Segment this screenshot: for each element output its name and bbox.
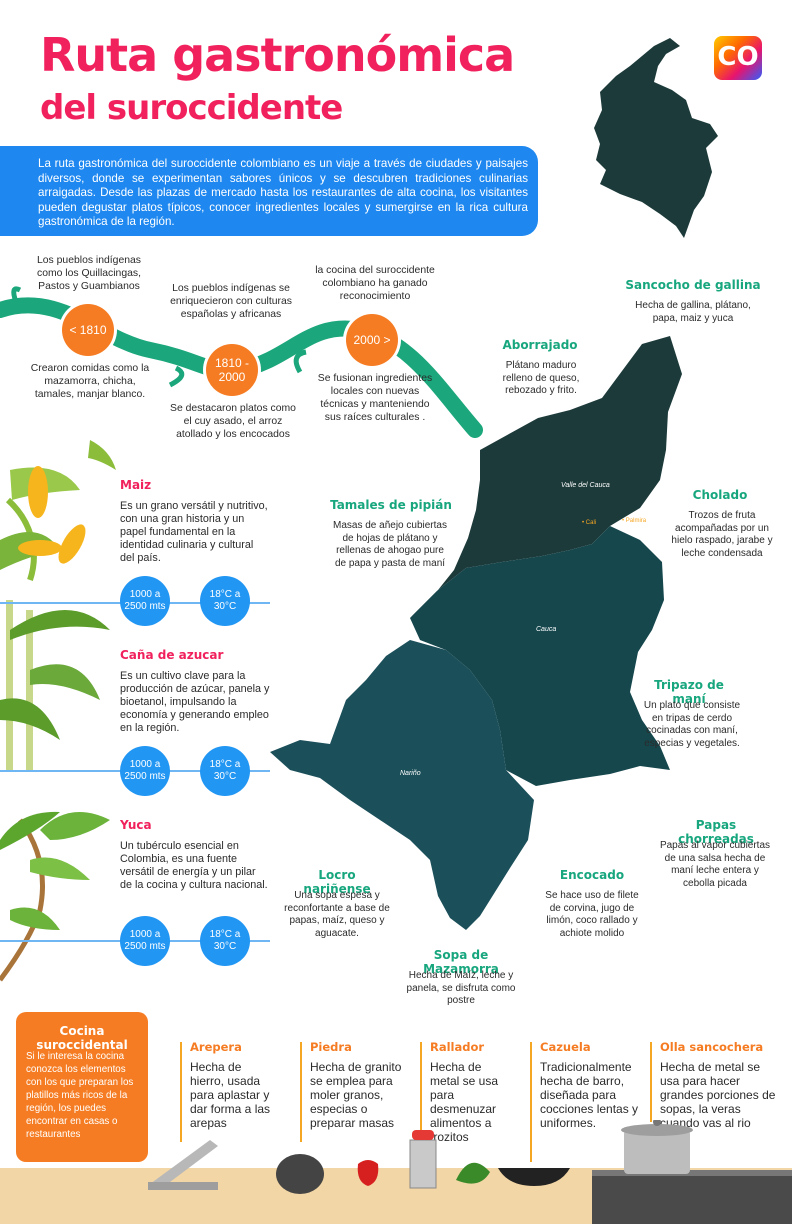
timeline-3-above: la cocina del suroccidente colombiano ha…: [315, 265, 435, 302]
kitchen-objects: [148, 1120, 792, 1224]
dish-tamales-title: Tamales de pipián: [330, 498, 452, 512]
stove-icon: [592, 1174, 792, 1224]
tool-olla-title: Olla sancochera: [660, 1040, 764, 1054]
timeline-3-below: Se fusionan ingredientes locales con nue…: [317, 373, 433, 423]
tool-piedra-title: Piedra: [310, 1040, 352, 1054]
cassava-icon: [40, 812, 110, 840]
intro-text: La ruta gastronómica del suroccidente co…: [38, 157, 528, 229]
crop-maiz-desc: Es un grano versátil y nutritivo, con un…: [120, 500, 268, 564]
timeline-1-above: Los pueblos indígenas como los Quillacin…: [37, 255, 141, 292]
dish-locro-title: Locro nariñense: [303, 868, 371, 896]
dish-encocado-title: Encocado: [559, 868, 625, 882]
tool-arepera-desc: Hecha de hierro, usada para aplastar y d…: [190, 1060, 271, 1130]
tool-line: [530, 1042, 532, 1162]
dish-mazamorra-title: Sopa de Mazamorra: [423, 948, 499, 976]
dish-aborrajado-desc: Plátano maduro relleno de queso, rebozad…: [502, 360, 580, 396]
kitchen-info-box: Cocina suroccidental Si le interesa la c…: [16, 1012, 148, 1162]
dish-locro-desc: Una sopa espesa y reconfortante a base d…: [284, 890, 390, 939]
tool-cazuela-desc: Tradicionalmente hecha de barro, diseñad…: [540, 1060, 639, 1130]
pot-icon: [621, 1120, 693, 1174]
timeline-2-below: Se destacaron platos como el cuy asado, …: [170, 403, 296, 440]
dish-encocado-desc: Se hace uso de filete de corvina, jugo d…: [545, 890, 639, 939]
crop-cana-altitude: 1000 a 2500 mts: [120, 746, 170, 796]
dish-aborrajado-title: Aborrajado: [502, 338, 578, 352]
page-subtitle: del suroccidente: [40, 88, 343, 128]
dish-tripazo-desc: Un plato que consiste en tripas de cerdo…: [643, 700, 741, 749]
dish-cholado-desc: Trozos de fruta acompañadas por un hielo…: [671, 510, 773, 559]
brand-logo: CO: [714, 36, 762, 80]
tool-rallador-desc: Hecha de metal se usa para desmenuzar al…: [430, 1060, 499, 1144]
map-city-cali-label: Cali: [585, 520, 597, 526]
dish-tripazo-title: Tripazo de maní: [654, 678, 724, 706]
map-city-palmira-label: Palmira: [625, 518, 647, 524]
region-map: [270, 336, 682, 930]
timeline-node-2: 1810 - 2000: [206, 344, 258, 396]
dish-papas-title: Papas chorreadas: [678, 818, 754, 846]
crop-yuca-altitude: 1000 a 2500 mts: [120, 916, 170, 966]
dish-sancocho-desc: Hecha de gallina, plátano, papa, maiz y …: [635, 300, 751, 324]
crop-yuca-temp: 18°C a 30°C: [200, 916, 250, 966]
page-title: Ruta gastronómica: [40, 28, 515, 82]
tool-rallador-title: Rallador: [430, 1040, 485, 1054]
map-label-narino: Nariño: [400, 770, 421, 777]
crop-cana-temp: 18°C a 30°C: [200, 746, 250, 796]
dish-cholado-title: Cholado: [692, 488, 748, 502]
grater-icon: [409, 1130, 437, 1189]
tool-line: [300, 1042, 302, 1142]
stone-icon: [276, 1154, 324, 1194]
greens-icon: [456, 1162, 490, 1184]
map-city-palmira: • Palmira: [622, 518, 647, 524]
dish-sancocho-title: Sancocho de gallina: [625, 278, 761, 292]
tool-line: [420, 1042, 422, 1132]
kitchen-desc: Si le interesa la cocina conozca los ele…: [26, 1051, 134, 1140]
crop-yuca-title: Yuca: [120, 818, 152, 832]
crop-yuca-desc: Un tubérculo esencial en Colombia, es un…: [120, 840, 268, 891]
timeline-node-3: 2000 >: [346, 314, 398, 366]
crop-maiz-title: Maiz: [120, 478, 152, 492]
colombia-map-icon: [594, 38, 718, 238]
tool-line: [650, 1042, 652, 1122]
intro-box: La ruta gastronómica del suroccidente co…: [0, 146, 538, 236]
sugar-cane-icon: [6, 600, 13, 770]
brand-logo-text: CO: [717, 42, 759, 72]
map-label-cauca: Cauca: [536, 626, 557, 633]
tool-cazuela-title: Cazuela: [540, 1040, 591, 1054]
tool-arepera-title: Arepera: [190, 1040, 242, 1054]
kitchen-title: Cocina suroccidental: [36, 1024, 128, 1052]
crop-cana-title: Caña de azucar: [120, 648, 224, 662]
timeline-1-below: Crearon comidas como la mazamorra, chich…: [30, 363, 150, 400]
arepera-icon: [148, 1140, 218, 1190]
crop-cana-desc: Es un cultivo clave para la producción d…: [120, 670, 270, 734]
dish-mazamorra-desc: Hecha de Maíz, leche y panela, se disfru…: [406, 970, 516, 1006]
dish-tamales-desc: Masas de añejo cubiertas de hojas de plá…: [333, 520, 447, 569]
map-label-valle: Valle del Cauca: [561, 482, 610, 489]
cazuela-icon: [498, 1168, 570, 1186]
tool-line: [180, 1042, 182, 1142]
dish-papas-desc: Papas al vapor cubiertas de una salsa he…: [659, 840, 771, 889]
timeline-node-1: < 1810: [62, 304, 114, 356]
timeline-2-above: Los pueblos indígenas se enriquecieron c…: [170, 283, 292, 320]
pepper-icon: [357, 1160, 379, 1186]
corn-icon: [28, 466, 48, 518]
map-city-cali: • Cali: [582, 520, 597, 526]
tool-piedra-desc: Hecha de granito se emplea para moler gr…: [310, 1060, 402, 1130]
crops-illustration: [0, 440, 116, 982]
crop-maiz-temp: 18°C a 30°C: [200, 576, 250, 626]
crop-maiz-altitude: 1000 a 2500 mts: [120, 576, 170, 626]
